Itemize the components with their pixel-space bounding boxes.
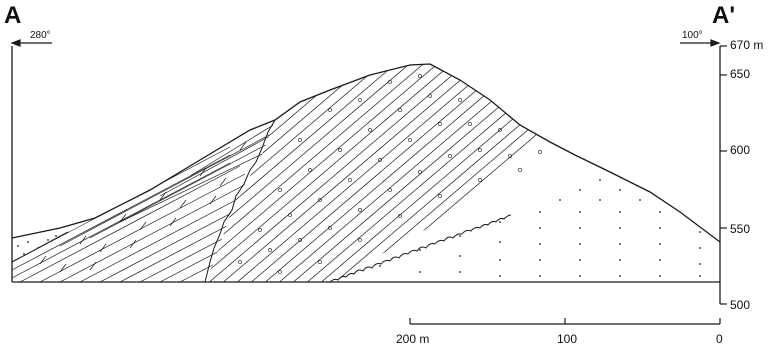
azimuth-label-right: 100° bbox=[682, 30, 703, 41]
azimuth-arrow-left bbox=[10, 39, 52, 47]
unit-limestone-brick bbox=[12, 123, 275, 282]
section-end-label-left: A bbox=[4, 2, 22, 29]
unit-ooid-markers bbox=[238, 74, 542, 274]
unit-sparse-dots bbox=[379, 179, 701, 277]
elevation-label-600: 600 bbox=[730, 143, 751, 157]
azimuth-label-left: 280° bbox=[30, 30, 51, 41]
elevation-label-550: 550 bbox=[730, 222, 751, 236]
distance-scale bbox=[409, 318, 721, 325]
elevation-label-650: 650 bbox=[730, 67, 751, 81]
contact-facies-boundary bbox=[204, 119, 276, 283]
unconformity-wavy bbox=[329, 214, 512, 283]
section-frame bbox=[11, 46, 721, 304]
unit-bedded-oolitic bbox=[205, 64, 575, 282]
elevation-label-670: 670 m bbox=[730, 38, 764, 52]
unit-dotted-left bbox=[17, 235, 57, 255]
distance-label-0: 0 bbox=[716, 332, 723, 346]
topographic-profile bbox=[11, 63, 721, 243]
elevation-label-500: 500 bbox=[730, 298, 751, 312]
azimuth-arrow-right bbox=[680, 39, 721, 47]
section-end-label-right: A' bbox=[712, 2, 736, 29]
contact-left-unit bbox=[11, 231, 69, 263]
distance-label-200: 200 m bbox=[396, 332, 430, 346]
distance-label-100: 100 bbox=[557, 332, 578, 346]
elevation-ticks bbox=[720, 45, 727, 305]
